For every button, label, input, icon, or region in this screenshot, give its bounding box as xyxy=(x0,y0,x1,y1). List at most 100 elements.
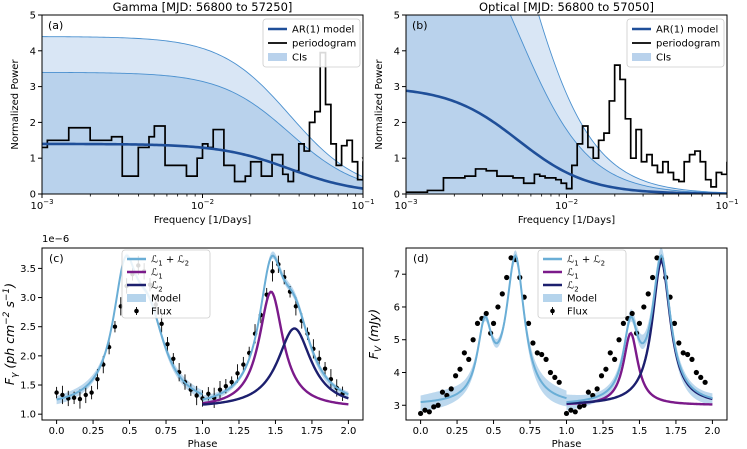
legend-subscript: 2 xyxy=(158,286,162,294)
flux-point xyxy=(572,409,578,415)
y-tick-label: 4 xyxy=(394,368,400,379)
legend-entry: CIs xyxy=(656,53,671,64)
l2-component-line xyxy=(202,327,349,406)
ylabel-superscript: −2 xyxy=(2,311,12,325)
flux-point xyxy=(448,386,454,392)
x-axis-label: Phase xyxy=(552,439,582,449)
x-tick-label: 10−2 xyxy=(555,198,578,212)
model-band xyxy=(56,253,203,405)
legend-symbol: ℒ xyxy=(151,281,158,292)
x-axis-label: Phase xyxy=(188,439,218,449)
ci-inner-band xyxy=(406,15,727,194)
x-tick-label: 0.25 xyxy=(446,426,468,437)
y-axis-label: Normalized Power xyxy=(10,59,21,150)
legend-symbol: ℒ xyxy=(177,255,184,266)
x-tick-label: 1.75 xyxy=(301,426,323,437)
legend-symbol: ℒ xyxy=(567,281,574,292)
tick-exponent: −1 xyxy=(364,198,374,206)
legend-plus: + xyxy=(579,255,594,266)
flux-point xyxy=(474,320,481,326)
y-offset-label: 1e−6 xyxy=(42,234,69,245)
flux-point xyxy=(563,410,570,417)
y-tick-label: 5 xyxy=(394,335,400,346)
flux-point xyxy=(641,304,647,310)
y-tick-label: 7 xyxy=(394,270,400,281)
ylabel-superscript: −1 xyxy=(2,288,12,301)
flux-point xyxy=(495,304,501,310)
flux-point xyxy=(577,404,583,410)
flux-point xyxy=(598,373,605,379)
flux-point xyxy=(322,366,328,371)
panel-d: 0.0 0.25 0.5 0.75 1.0 1.25 1.5 1.75 2.0 3 4 5 6 7 (d) P… xyxy=(366,247,728,449)
ylabel-subscript: V xyxy=(374,345,384,352)
flux-point xyxy=(457,366,463,372)
flux-point xyxy=(629,310,635,317)
x-tick-label: 2.0 xyxy=(704,426,720,437)
flux-point xyxy=(83,392,88,398)
legend-subscript: 1 xyxy=(574,260,578,268)
x-tick-label: 0.25 xyxy=(82,426,104,437)
legend-entry: ℒ1 xyxy=(151,268,163,281)
ylabel-subscript: γ xyxy=(10,372,20,378)
x-axis-label: Frequency [1/Days] xyxy=(154,215,251,226)
legend-frame xyxy=(262,18,361,68)
legend-swatch xyxy=(543,294,562,302)
legend-symbol: ℒ xyxy=(151,268,158,279)
y-tick-label: 3.0 xyxy=(20,293,36,304)
flux-point xyxy=(620,320,627,326)
ylabel-main: F xyxy=(2,377,17,385)
x-tick-label: 1.25 xyxy=(228,426,250,437)
x-tick-label: 0.5 xyxy=(122,426,138,437)
flux-point xyxy=(556,379,562,385)
y-tick-label: 2 xyxy=(30,118,36,129)
flux-point xyxy=(235,371,240,376)
flux-point xyxy=(439,389,446,395)
flux-point xyxy=(431,404,437,410)
model-band xyxy=(420,250,567,411)
legend-subscript: 1 xyxy=(574,273,578,281)
ylabel-main: F xyxy=(366,351,381,359)
periodogram-line xyxy=(42,51,363,185)
ar1-model-line xyxy=(406,89,727,194)
legend-entry: Flux xyxy=(567,307,588,318)
y-tick-label: 0 xyxy=(394,190,400,201)
tick-exponent: −2 xyxy=(568,198,578,206)
flux-point xyxy=(616,337,622,343)
flux-point xyxy=(654,255,660,261)
legend-entry: ℒ2 xyxy=(567,281,579,294)
x-tick-label: 1.25 xyxy=(592,426,614,437)
tick-base: 10 xyxy=(555,201,568,212)
y-tick-label: 4 xyxy=(30,46,36,57)
flux-point xyxy=(417,410,424,417)
x-axis-label: Frequency [1/Days] xyxy=(518,215,615,226)
x-tick-label: 10−3 xyxy=(394,198,417,212)
tick-base: 10 xyxy=(191,201,204,212)
ylabel-body: ) xyxy=(2,283,17,289)
flux-point xyxy=(165,342,170,347)
ci-outer-line xyxy=(538,15,727,194)
flux-point xyxy=(159,321,164,326)
flux-point xyxy=(671,320,678,326)
plot-area xyxy=(417,248,713,417)
x-tick-label: 1.5 xyxy=(632,426,648,437)
flux-point xyxy=(685,351,691,358)
legend-symbol: ℒ xyxy=(593,255,600,266)
flux-point xyxy=(217,387,223,392)
x-tick-label: 1.75 xyxy=(665,426,687,437)
flux-point xyxy=(680,350,686,356)
flux-point xyxy=(603,366,609,372)
flux-point xyxy=(607,350,613,356)
flux-point xyxy=(470,337,476,343)
legend-entry: Flux xyxy=(151,307,172,318)
legend-entry: periodogram xyxy=(656,39,720,50)
legend-entry: ℒ1 + ℒ2 xyxy=(151,255,189,268)
flux-point xyxy=(77,396,83,402)
x-tick-label: 2.0 xyxy=(340,426,356,437)
flux-point xyxy=(547,369,554,376)
legend-swatch xyxy=(550,308,555,314)
panel-label: (c) xyxy=(49,252,64,265)
flux-point xyxy=(483,310,489,317)
